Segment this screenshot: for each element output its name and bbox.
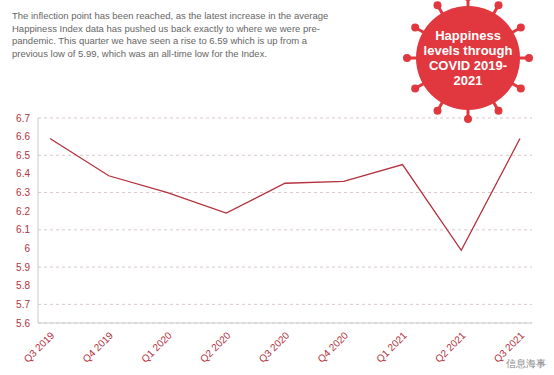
svg-text:6.1: 6.1 (16, 224, 30, 235)
svg-text:Q3 2020: Q3 2020 (257, 329, 292, 364)
svg-text:5.7: 5.7 (16, 299, 30, 310)
svg-text:Q2 2021: Q2 2021 (433, 329, 468, 364)
svg-text:6.7: 6.7 (16, 113, 30, 124)
svg-text:Q4 2019: Q4 2019 (80, 329, 115, 364)
svg-text:Q1 2021: Q1 2021 (374, 329, 409, 364)
svg-text:5.6: 5.6 (16, 318, 30, 329)
svg-text:6.4: 6.4 (16, 168, 30, 179)
svg-text:6.3: 6.3 (16, 187, 30, 198)
svg-text:5.8: 5.8 (16, 280, 30, 291)
svg-text:Q3 2019: Q3 2019 (22, 329, 57, 364)
svg-text:5.9: 5.9 (16, 262, 30, 273)
svg-text:Q4 2020: Q4 2020 (315, 329, 350, 364)
svg-text:Q2 2020: Q2 2020 (198, 329, 233, 364)
svg-text:6.5: 6.5 (16, 150, 30, 161)
svg-text:6.2: 6.2 (16, 206, 30, 217)
svg-text:6.6: 6.6 (16, 131, 30, 142)
svg-text:Q1 2020: Q1 2020 (139, 329, 174, 364)
svg-text:6: 6 (24, 243, 30, 254)
